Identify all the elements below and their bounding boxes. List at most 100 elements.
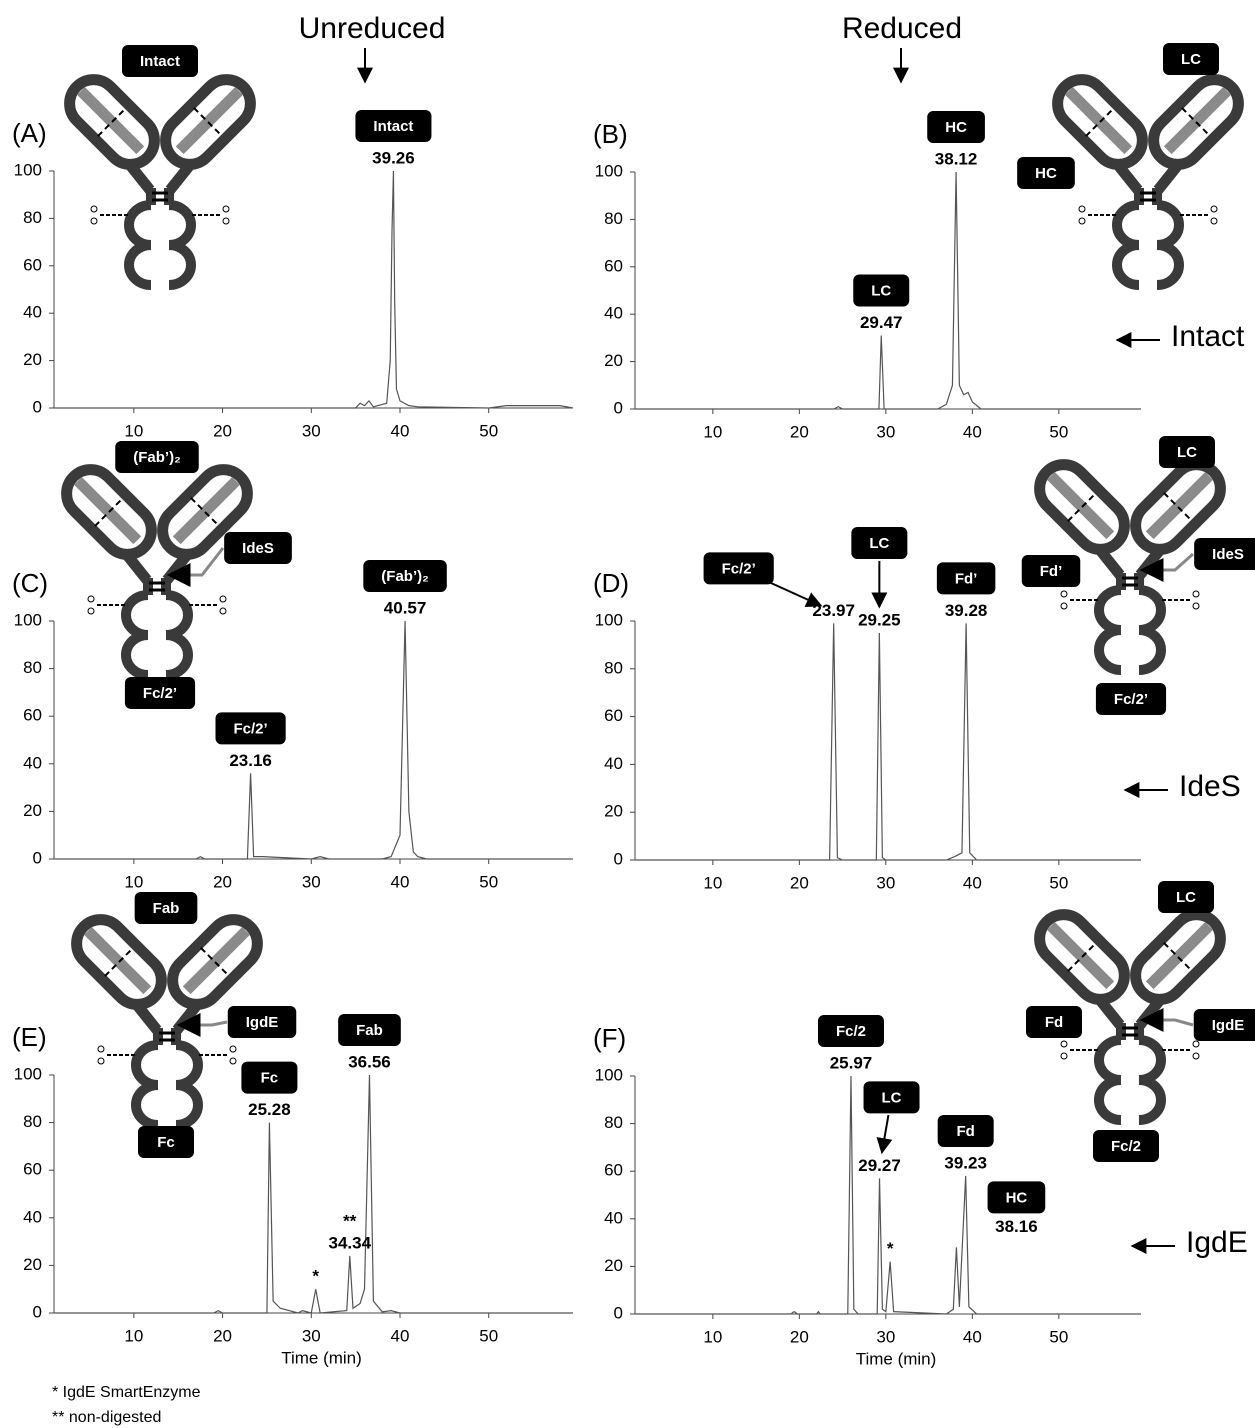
label-text: Fc/2’: [722, 560, 756, 577]
hinge-arm: [125, 161, 155, 194]
glycan: [87, 607, 95, 615]
label-text: Fd: [1045, 1014, 1063, 1031]
label-box: [138, 1126, 194, 1158]
y-tick-label: 80: [23, 1112, 42, 1131]
x-tick-label: 30: [876, 1327, 895, 1346]
x-tick-label: 30: [302, 872, 321, 891]
antibody-diagram: [61, 464, 253, 680]
y-tick-label: 20: [604, 1256, 623, 1275]
label-text: HC: [1006, 1189, 1028, 1206]
glycan: [222, 217, 230, 225]
label-box: [1158, 881, 1214, 913]
label-box: [1026, 1006, 1082, 1038]
label-box: [1017, 157, 1075, 189]
chromatogram-line: [635, 171, 1141, 410]
label-text: Fc/2’: [1114, 691, 1148, 708]
y-tick-label: 0: [33, 397, 42, 416]
fc-domain: [175, 1040, 203, 1130]
x-tick-label: 30: [876, 422, 895, 441]
domain-line: [193, 107, 223, 137]
label-text: Fc: [261, 1070, 279, 1087]
light-chain: [1064, 86, 1133, 155]
peak-time: 25.28: [248, 1100, 291, 1119]
fc-domain: [1094, 585, 1122, 675]
y-tick-label: 40: [604, 304, 623, 323]
x-tick-label: 20: [790, 1327, 809, 1346]
heavy-chain: [61, 464, 157, 560]
y-tick-label: 100: [14, 1064, 42, 1083]
light-chain: [1145, 471, 1214, 540]
fc-domain: [1138, 1035, 1166, 1125]
chromatogram-line: [54, 170, 574, 409]
label-box: [134, 892, 198, 924]
x-tick-label: 20: [213, 1326, 232, 1345]
row-label: IdeS: [1179, 770, 1241, 803]
fab-arm: [61, 464, 157, 560]
label-box: [1159, 436, 1215, 468]
label-box: [115, 441, 199, 473]
chromatogram-line: [635, 623, 1141, 861]
x-tick-label: 40: [391, 872, 410, 891]
glycan: [219, 595, 227, 603]
x-tick-label: 50: [479, 1326, 498, 1345]
x-tick-label: 20: [790, 873, 809, 892]
glycan: [97, 1057, 105, 1065]
fc-domain: [168, 200, 196, 290]
cleavage-arrow: [1139, 1008, 1194, 1032]
y-tick-label: 20: [23, 350, 42, 369]
fab-arm: [1034, 459, 1130, 555]
x-tick-label: 20: [790, 422, 809, 441]
label-text: Intact: [373, 118, 413, 135]
fab-arm: [71, 914, 167, 1010]
hinge-arm: [1095, 546, 1125, 579]
glycan: [1210, 217, 1218, 225]
light-chain: [1046, 471, 1115, 540]
row-label: Intact: [1171, 320, 1245, 353]
label-box: [817, 1015, 884, 1047]
x-tick-label: 30: [302, 421, 321, 440]
domain-line: [1067, 492, 1097, 522]
y-tick-label: 80: [604, 209, 623, 228]
fc-domain: [131, 1040, 159, 1130]
x-axis-label: Time (min): [281, 1348, 362, 1367]
y-tick-label: 0: [33, 1302, 42, 1321]
light-chain: [175, 86, 244, 155]
glycan: [229, 1057, 237, 1065]
light-chain: [83, 926, 152, 995]
label-text: Fd’: [1040, 563, 1063, 580]
fab-arm: [1130, 909, 1226, 1005]
light-chain: [182, 926, 251, 995]
label-box: [927, 111, 985, 143]
x-tick-label: 10: [124, 421, 143, 440]
heavy-chain: [1148, 74, 1244, 170]
peak-time: 38.12: [935, 149, 978, 168]
antibody-diagram: [1052, 74, 1244, 290]
x-tick-label: 40: [963, 1327, 982, 1346]
x-tick-label: 10: [124, 872, 143, 891]
glycan: [1192, 1040, 1200, 1048]
heavy-chain: [1034, 459, 1130, 555]
label-text: LC: [882, 1089, 902, 1106]
x-tick-label: 40: [391, 421, 410, 440]
label-box: [121, 45, 199, 77]
fc-domain: [124, 200, 152, 290]
peak-time: 39.23: [944, 1153, 987, 1172]
panel-label: (C): [12, 568, 48, 598]
fab-arm: [1034, 909, 1130, 1005]
peak-time: 29.47: [860, 313, 903, 332]
y-tick-label: 60: [604, 706, 623, 725]
hinge-arm: [122, 551, 152, 584]
fab-arm: [160, 74, 256, 170]
glycan: [1078, 217, 1086, 225]
domain-line: [1085, 107, 1115, 137]
fab-arm: [1148, 74, 1244, 170]
label-box: [863, 1081, 920, 1114]
glycan: [1060, 1052, 1068, 1060]
y-tick-label: 80: [604, 658, 623, 677]
x-tick-label: 20: [213, 421, 232, 440]
domain-line: [94, 497, 124, 527]
y-tick-label: 20: [23, 1255, 42, 1274]
light-chain: [1163, 86, 1232, 155]
fc-domain: [1138, 585, 1166, 675]
peak-marker: *: [887, 1239, 894, 1258]
